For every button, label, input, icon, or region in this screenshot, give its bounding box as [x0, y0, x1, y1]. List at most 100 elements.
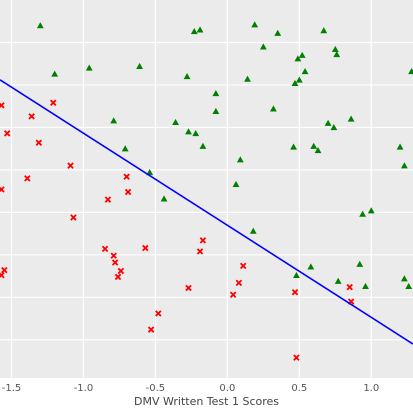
triangle-point	[324, 119, 332, 126]
x-point	[24, 175, 31, 182]
x-point	[0, 271, 5, 279]
triangle-point	[212, 107, 220, 114]
triangle-point	[359, 210, 367, 217]
x-point	[3, 130, 11, 137]
x-point	[35, 139, 43, 146]
triangle-point	[160, 195, 168, 202]
x-tick-label: -1.0	[74, 383, 94, 394]
triangle-point	[251, 21, 259, 28]
x-point-stroke	[346, 283, 353, 291]
triangle-point	[274, 29, 282, 36]
x-point-stroke	[114, 273, 122, 281]
triangle-point	[400, 162, 408, 169]
triangle-point	[320, 27, 328, 34]
triangle-point	[199, 142, 207, 149]
x-point	[346, 283, 353, 291]
x-point	[50, 99, 57, 107]
triangle-point	[405, 282, 413, 289]
triangle-point	[331, 45, 339, 52]
x-point	[111, 259, 119, 266]
x-point-stroke	[101, 245, 109, 253]
x-point-stroke	[104, 196, 112, 203]
x-tick-label: 0.5	[291, 383, 307, 394]
x-point	[70, 214, 77, 221]
triangle-point	[232, 180, 240, 188]
triangle-point	[333, 50, 341, 58]
decision-boundary-line	[0, 79, 413, 345]
x-point	[155, 310, 162, 317]
x-point	[199, 237, 207, 244]
triangle-point	[110, 117, 118, 124]
x-point	[291, 288, 299, 296]
triangle-point	[85, 64, 93, 71]
triangle-point	[183, 73, 191, 80]
x-point-stroke	[142, 244, 149, 252]
triangle-point	[295, 76, 303, 83]
x-point	[229, 291, 237, 298]
triangle-point	[307, 263, 315, 270]
x-point-stroke	[117, 267, 125, 275]
x-point	[0, 102, 5, 109]
x-axis-label: DMV Written Test 1 Scores	[134, 395, 279, 408]
triangle-point	[298, 51, 306, 58]
x-point-stroke	[199, 237, 207, 244]
x-tick-label: 0.0	[219, 383, 235, 394]
triangle-point	[293, 271, 300, 278]
triangle-point	[212, 90, 220, 97]
x-point-stroke	[110, 252, 117, 259]
triangle-point	[408, 67, 413, 75]
triangle-point	[347, 115, 355, 122]
triangle-point	[362, 282, 369, 289]
x-point	[185, 284, 192, 292]
x-point-stroke	[229, 291, 237, 298]
x-point-stroke	[35, 139, 43, 146]
x-tick-label: -1.5	[2, 383, 22, 394]
x-point	[110, 252, 117, 259]
triangle-point	[172, 118, 179, 126]
x-point	[101, 245, 109, 253]
triangle-point	[185, 128, 192, 135]
x-point	[239, 262, 247, 270]
x-point	[117, 267, 125, 275]
triangle-point	[136, 62, 143, 69]
x-point-stroke	[235, 279, 243, 287]
triangle-point	[196, 26, 204, 33]
x-tick-label: 1.0	[363, 383, 379, 394]
x-point-stroke	[67, 162, 74, 169]
x-point	[114, 273, 122, 281]
x-point-stroke	[291, 288, 299, 296]
plot-background	[0, 0, 413, 378]
x-point	[104, 196, 112, 203]
triangle-point	[356, 260, 364, 267]
x-point	[196, 248, 204, 255]
triangle-point	[270, 105, 277, 112]
x-point	[123, 173, 130, 180]
triangle-point	[51, 70, 59, 77]
x-tick-label: -0.5	[146, 383, 166, 394]
triangle-point	[244, 75, 251, 82]
triangle-point	[314, 146, 322, 154]
x-point-stroke	[0, 102, 5, 109]
x-point	[67, 162, 74, 169]
x-point-stroke	[147, 326, 155, 333]
x-point-stroke	[24, 175, 31, 182]
x-point-stroke	[50, 99, 57, 107]
triangle-point	[36, 22, 44, 29]
x-point	[142, 244, 149, 252]
x-axis-ticks: -1.5 -1.0 -0.5 0.0 0.5 1.0	[2, 383, 379, 394]
x-point	[28, 113, 35, 120]
x-point-stroke	[155, 310, 162, 317]
triangle-point	[334, 277, 342, 284]
triangle-point	[396, 143, 404, 150]
x-point	[235, 279, 243, 287]
x-point-stroke	[239, 262, 247, 270]
triangle-point	[236, 156, 244, 163]
x-point	[1, 266, 8, 274]
triangle-point	[121, 145, 129, 152]
gridlines	[0, 0, 413, 378]
x-point-stroke	[0, 186, 5, 193]
triangle-point	[190, 28, 198, 35]
x-point-stroke	[0, 271, 5, 278]
x-point-stroke	[185, 284, 192, 292]
